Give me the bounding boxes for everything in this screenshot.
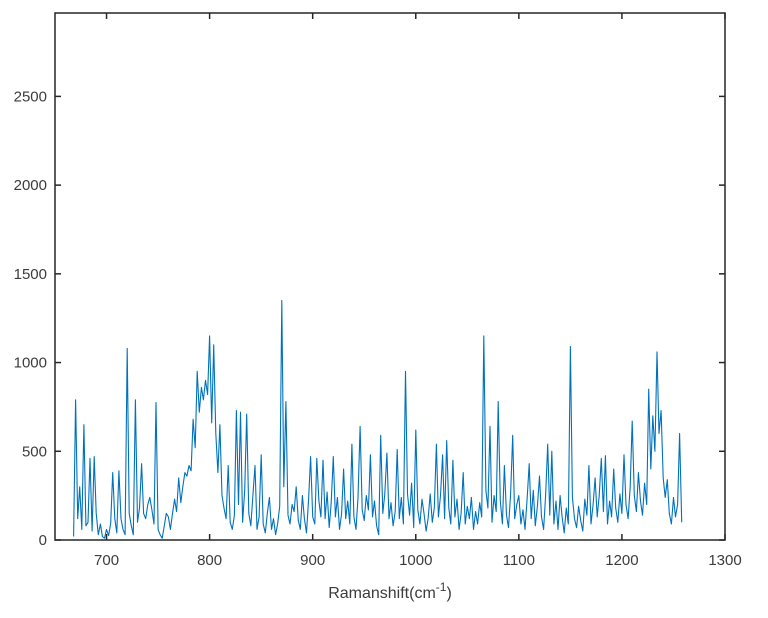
x-tick-label: 1200 bbox=[605, 552, 638, 569]
y-tick-label: 0 bbox=[39, 532, 47, 549]
plot-box bbox=[54, 12, 726, 541]
y-tick-label: 500 bbox=[22, 443, 47, 460]
axes-layer: 700 800 900 1000 1100 1200 1300 0 500 1000 1500 200… bbox=[14, 12, 742, 569]
x-tick-label: 900 bbox=[300, 552, 325, 569]
data-series-layer bbox=[73, 299, 683, 539]
y-tick-label: 1000 bbox=[14, 355, 47, 372]
y-tick-label: 2500 bbox=[14, 88, 47, 105]
x-tick-label: 1100 bbox=[503, 552, 535, 569]
y-tick-label: 1500 bbox=[14, 266, 47, 283]
x-axis-label: Ramanshift(cm-1) bbox=[328, 580, 452, 602]
x-tick-label: 1000 bbox=[399, 552, 432, 569]
x-axis-label-main: Ramanshift(cm bbox=[328, 585, 436, 602]
x-tick-label: 1300 bbox=[708, 552, 741, 569]
x-axis-label-superscript: -1 bbox=[436, 580, 447, 594]
x-tick-label: 700 bbox=[94, 552, 119, 569]
x-axis-label-close: ) bbox=[446, 585, 451, 602]
x-tick-label: 800 bbox=[197, 552, 222, 569]
spectrum-line bbox=[73, 299, 683, 539]
y-tick-label: 2000 bbox=[14, 177, 47, 194]
